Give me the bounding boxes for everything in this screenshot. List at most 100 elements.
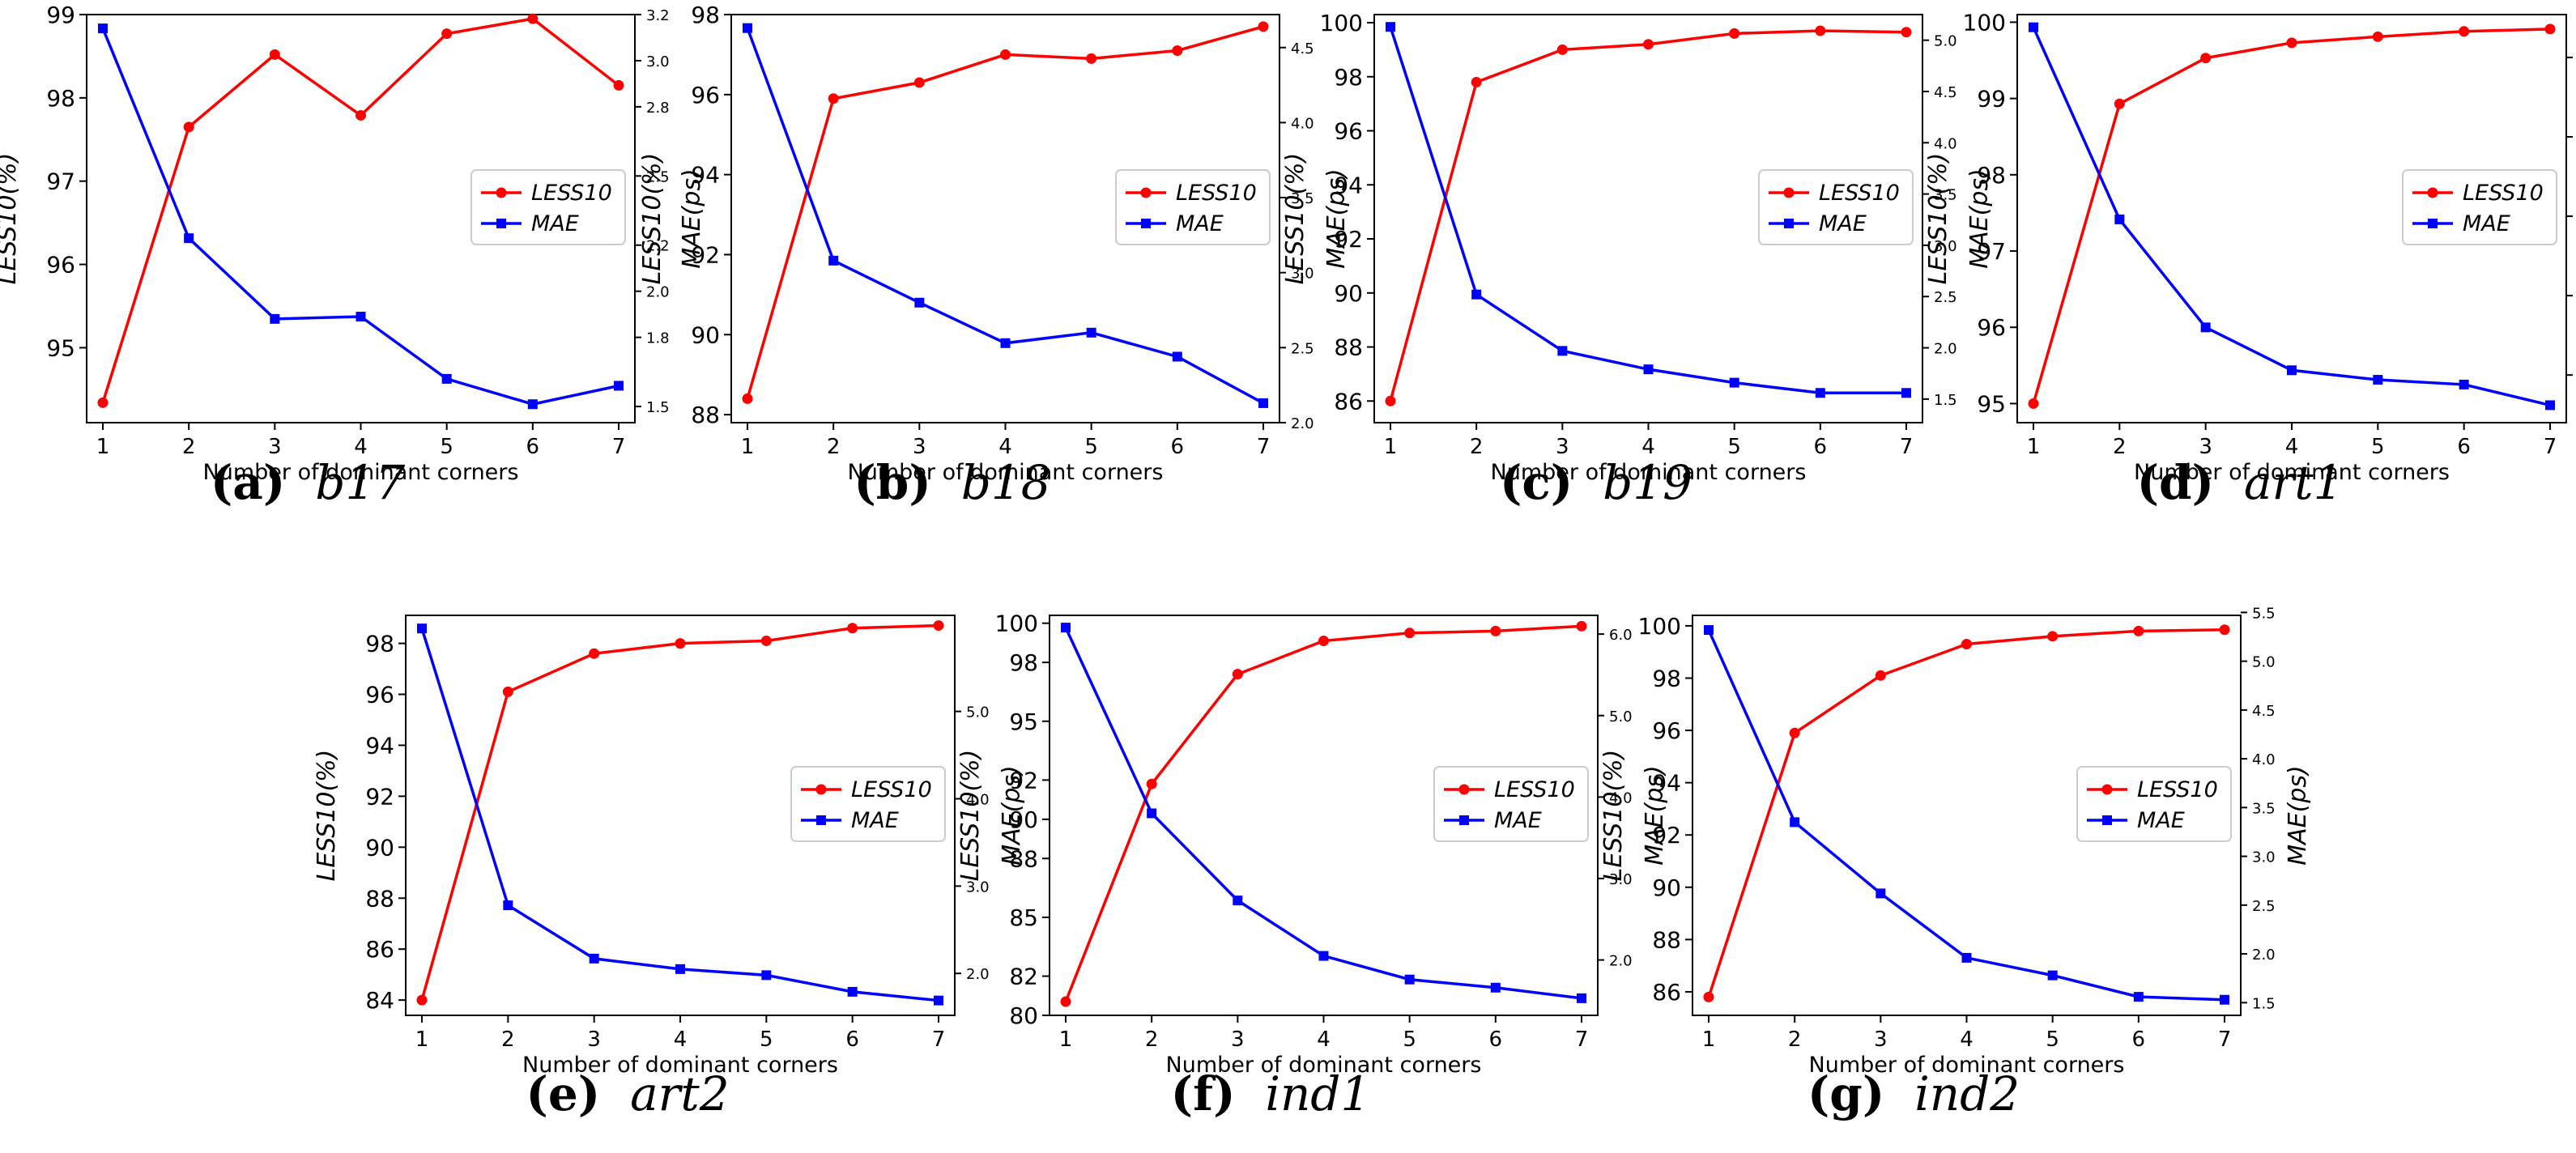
legend-marker <box>2102 815 2112 825</box>
y-right-axis-label: MAE(ps) <box>998 765 1026 865</box>
point-less10 <box>269 49 280 60</box>
y-right-axis-label: MAE(ps) <box>1322 168 1351 268</box>
y-right-tick-label: 3.5 <box>1291 190 1314 207</box>
point-less10 <box>1961 639 1972 650</box>
legend-label: LESS10 <box>851 777 932 802</box>
x-tick-label: 4 <box>2285 435 2299 459</box>
x-axis-label: Number of dominant corners <box>2134 460 2450 485</box>
point-less10 <box>1703 991 1714 1002</box>
x-tick-label: 6 <box>1171 435 1185 459</box>
legend-label: MAE <box>851 808 899 833</box>
y-right-tick-label: 1.5 <box>1934 392 1957 409</box>
y-right-tick-label: 4.0 <box>1609 789 1633 806</box>
x-tick-label: 4 <box>674 1027 688 1052</box>
panel-caption: (a) b17 <box>211 455 405 510</box>
legend-label: MAE <box>2463 211 2510 236</box>
y-left-tick-label: 94 <box>1652 770 1681 797</box>
x-axis-label: Number of dominant corners <box>848 460 1164 485</box>
point-less10 <box>2114 98 2125 109</box>
y-right-axis-label: MAE(ps) <box>2284 765 2312 865</box>
y-left-axis-label: LESS10(%) <box>1281 153 1309 285</box>
y-right-tick-label: 3.2 <box>646 7 670 24</box>
y-left-tick-label: 100 <box>1320 10 1363 36</box>
y-left-tick-label: 92 <box>1652 822 1681 849</box>
point-less10 <box>1556 44 1568 55</box>
point-mae <box>2029 22 2038 32</box>
legend-marker <box>1783 187 1795 198</box>
x-tick-label: 5 <box>2371 435 2385 459</box>
x-axis-label: Number of dominant corners <box>203 460 519 485</box>
x-tick-label: 6 <box>845 1027 859 1052</box>
y-right-tick-label: 3.0 <box>1934 238 1957 255</box>
y-right-tick-label: 2.0 <box>1934 341 1957 358</box>
x-tick-label: 1 <box>2027 435 2041 459</box>
chart-panel-4: 1 2 3 4 5 6 7 84 86 88 90 92 94 96 98 2.0 3.0 4.0 5.0 Numbe… <box>313 615 1026 1078</box>
legend-box <box>1758 169 1914 245</box>
point-less10 <box>1815 25 1826 36</box>
y-right-tick-label: 5.0 <box>966 704 990 721</box>
y-left-axis-label: LESS10(%) <box>1599 750 1628 882</box>
chart-panel-0: 1 2 3 4 5 6 7 95 96 97 98 99 1.5 1.8 2.0 2.2 2.5 2.8 3.0 3.… <box>0 2 706 485</box>
point-mae <box>1061 623 1071 633</box>
y-left-tick-label: 100 <box>995 611 1038 637</box>
legend-label: MAE <box>1494 808 1542 833</box>
y-right-tick-label: 2.5 <box>2252 898 2276 915</box>
point-mae <box>828 255 839 266</box>
y-left-tick-label: 98 <box>46 85 75 112</box>
y-left-tick-label: 100 <box>1963 9 2006 36</box>
y-right-tick-label: 2.5 <box>646 168 670 185</box>
legend-label: MAE <box>531 211 579 236</box>
point-less10 <box>1576 620 1587 632</box>
legend-marker <box>2101 784 2113 795</box>
y-right-tick-label: 3.0 <box>2252 849 2276 866</box>
legend-label: LESS10 <box>1176 181 1257 206</box>
y-left-tick-label: 96 <box>1977 314 2006 341</box>
point-mae <box>2114 214 2125 224</box>
y-left-tick-label: 84 <box>365 987 394 1014</box>
y-right-tick-label: 2.5 <box>1291 340 1314 357</box>
point-less10 <box>933 620 944 632</box>
point-less10 <box>675 638 686 649</box>
point-less10 <box>2544 23 2556 35</box>
y-right-tick-label: 2.0 <box>1609 953 1633 970</box>
y-left-tick-label: 100 <box>1638 613 1681 640</box>
legend-box <box>1115 169 1271 245</box>
point-mae <box>614 381 624 391</box>
y-right-tick-label: 5.0 <box>2252 654 2276 671</box>
y-right-tick-label: 4.5 <box>2252 703 2276 720</box>
y-left-tick-label: 88 <box>1652 926 1681 953</box>
y-right-tick-label: 6.0 <box>1609 627 1633 644</box>
y-left-tick-label: 90 <box>1009 806 1038 833</box>
point-mae <box>1557 346 1568 356</box>
point-mae <box>98 23 108 34</box>
y-right-tick-label: 5.0 <box>1609 708 1633 725</box>
point-mae <box>1790 817 1800 828</box>
x-tick-label: 6 <box>526 435 540 459</box>
point-less10 <box>589 648 600 659</box>
y-left-tick-label: 90 <box>1334 280 1363 307</box>
x-tick-label: 4 <box>1960 1027 1974 1052</box>
legend-marker <box>1141 219 1151 228</box>
y-left-tick-label: 92 <box>365 783 394 810</box>
y-right-tick-label: 1.5 <box>2252 995 2276 1012</box>
point-less10 <box>1789 727 1800 738</box>
y-left-tick-label: 86 <box>1652 979 1681 1006</box>
point-less10 <box>1490 625 1501 636</box>
legend: LESS10 MAE <box>2076 766 2232 842</box>
y-left-tick-label: 98 <box>691 2 720 28</box>
legend-marker <box>816 815 826 825</box>
y-left-tick-label: 92 <box>691 241 720 268</box>
y-left-tick-label: 98 <box>1652 665 1681 691</box>
y-left-tick-label: 90 <box>365 834 394 861</box>
x-tick-label: 4 <box>1641 435 1655 459</box>
x-tick-label: 1 <box>741 435 755 459</box>
point-less10 <box>913 77 925 88</box>
point-mae <box>1147 808 1157 819</box>
point-mae <box>1490 982 1501 993</box>
x-tick-label: 3 <box>1556 435 1569 459</box>
point-less10 <box>760 635 772 646</box>
x-tick-label: 7 <box>1257 435 1271 459</box>
y-right-tick-label: 2.0 <box>1291 415 1314 432</box>
legend-marker <box>815 784 827 795</box>
